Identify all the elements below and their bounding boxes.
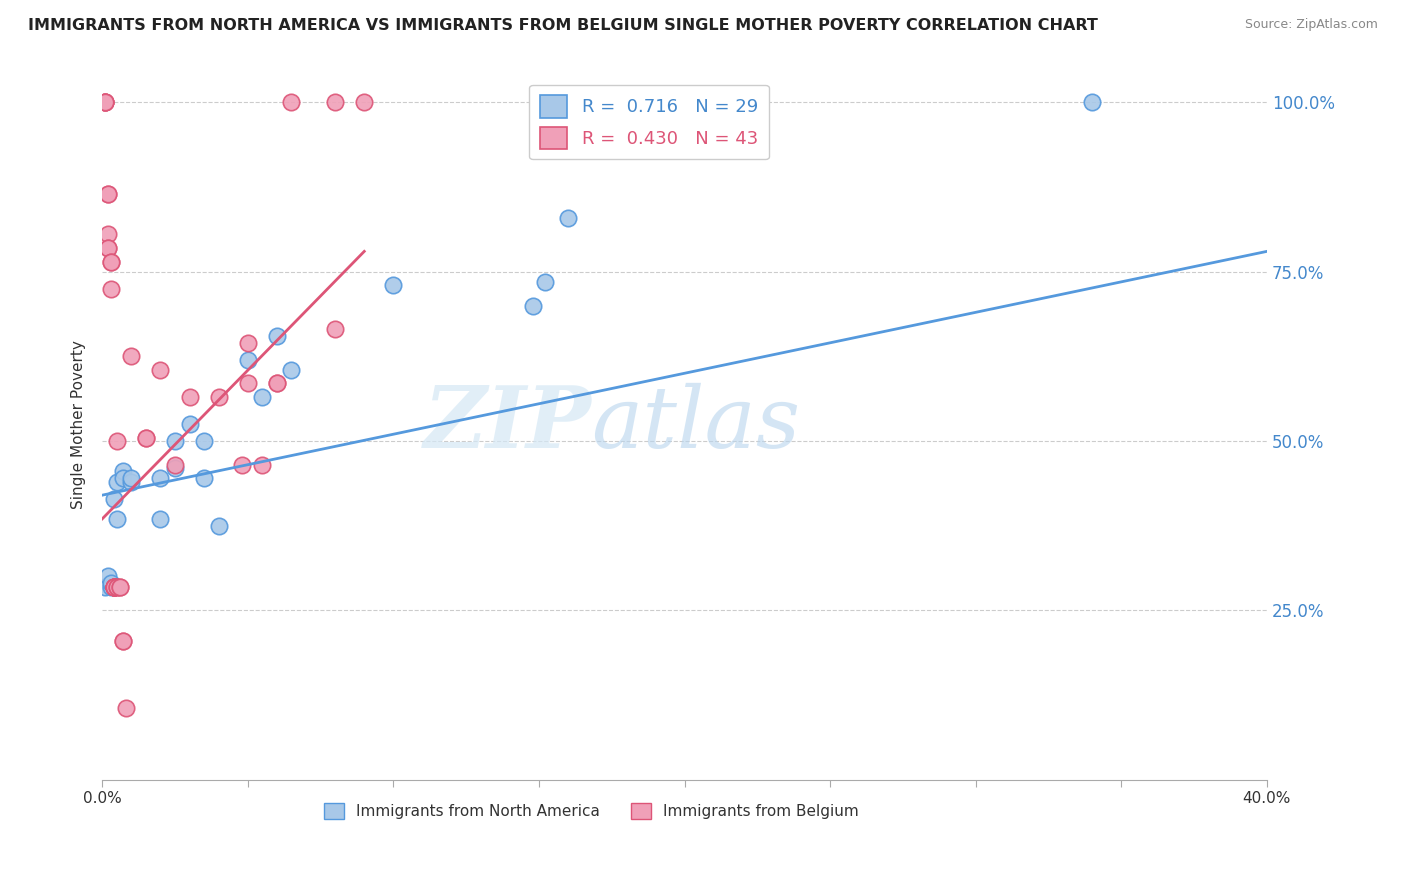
Point bbox=[280, 363, 302, 377]
Point bbox=[105, 434, 128, 448]
Point bbox=[103, 491, 125, 506]
Point bbox=[252, 390, 274, 404]
Point bbox=[149, 363, 172, 377]
Point bbox=[533, 275, 555, 289]
Point bbox=[97, 227, 120, 242]
Text: IMMIGRANTS FROM NORTH AMERICA VS IMMIGRANTS FROM BELGIUM SINGLE MOTHER POVERTY C: IMMIGRANTS FROM NORTH AMERICA VS IMMIGRA… bbox=[28, 18, 1098, 33]
Text: Source: ZipAtlas.com: Source: ZipAtlas.com bbox=[1244, 18, 1378, 31]
Point bbox=[163, 434, 186, 448]
Point bbox=[266, 329, 288, 343]
Point bbox=[97, 186, 120, 201]
Point bbox=[103, 580, 125, 594]
Point bbox=[266, 376, 288, 391]
Point bbox=[120, 349, 142, 363]
Point bbox=[105, 580, 128, 594]
Point bbox=[111, 465, 134, 479]
Point bbox=[97, 241, 120, 255]
Point bbox=[105, 475, 128, 489]
Point bbox=[114, 701, 136, 715]
Point bbox=[94, 95, 117, 110]
Point bbox=[236, 352, 259, 367]
Point bbox=[208, 518, 231, 533]
Point bbox=[135, 431, 157, 445]
Point bbox=[120, 475, 142, 489]
Point bbox=[103, 580, 125, 594]
Point bbox=[94, 95, 117, 110]
Point bbox=[135, 431, 157, 445]
Point bbox=[280, 95, 302, 110]
Point bbox=[100, 282, 122, 296]
Point bbox=[103, 580, 125, 594]
Point bbox=[103, 580, 125, 594]
Y-axis label: Single Mother Poverty: Single Mother Poverty bbox=[72, 340, 86, 508]
Point bbox=[323, 322, 346, 336]
Point bbox=[111, 633, 134, 648]
Point bbox=[97, 569, 120, 583]
Point bbox=[163, 461, 186, 475]
Point bbox=[103, 580, 125, 594]
Point bbox=[97, 186, 120, 201]
Point bbox=[557, 211, 579, 225]
Point bbox=[382, 278, 405, 293]
Point bbox=[111, 471, 134, 485]
Point bbox=[108, 580, 131, 594]
Point bbox=[179, 390, 201, 404]
Point bbox=[103, 580, 125, 594]
Point bbox=[97, 241, 120, 255]
Point bbox=[108, 580, 131, 594]
Text: atlas: atlas bbox=[592, 383, 800, 466]
Point bbox=[149, 512, 172, 526]
Point bbox=[193, 471, 215, 485]
Point bbox=[236, 376, 259, 391]
Point bbox=[543, 95, 565, 110]
Point bbox=[111, 633, 134, 648]
Point bbox=[100, 254, 122, 268]
Text: ZIP: ZIP bbox=[423, 383, 592, 466]
Point bbox=[149, 471, 172, 485]
Point bbox=[208, 390, 231, 404]
Point bbox=[231, 458, 253, 472]
Point bbox=[100, 576, 122, 591]
Legend: Immigrants from North America, Immigrants from Belgium: Immigrants from North America, Immigrant… bbox=[318, 797, 865, 825]
Point bbox=[94, 95, 117, 110]
Point bbox=[236, 335, 259, 350]
Point bbox=[179, 417, 201, 431]
Point bbox=[94, 580, 117, 594]
Point bbox=[353, 95, 375, 110]
Point bbox=[100, 580, 122, 594]
Point bbox=[105, 512, 128, 526]
Point bbox=[105, 580, 128, 594]
Point bbox=[163, 458, 186, 472]
Point bbox=[94, 95, 117, 110]
Point bbox=[323, 95, 346, 110]
Point bbox=[120, 471, 142, 485]
Point bbox=[252, 458, 274, 472]
Point bbox=[100, 254, 122, 268]
Point bbox=[193, 434, 215, 448]
Point bbox=[266, 376, 288, 391]
Point bbox=[1081, 95, 1104, 110]
Point bbox=[522, 299, 544, 313]
